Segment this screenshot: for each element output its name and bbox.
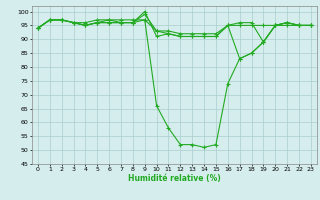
X-axis label: Humidité relative (%): Humidité relative (%) (128, 174, 221, 183)
